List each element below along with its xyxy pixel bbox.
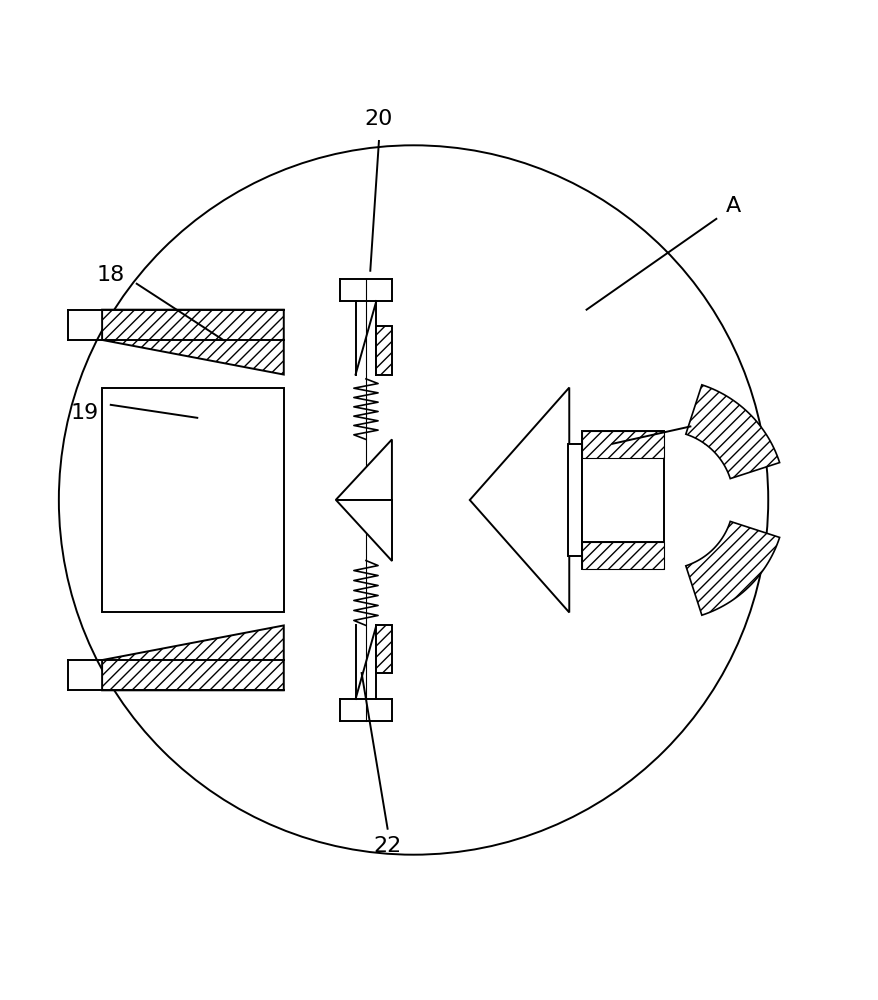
Polygon shape	[335, 439, 392, 500]
Polygon shape	[102, 310, 284, 375]
Text: 20: 20	[364, 109, 392, 129]
Polygon shape	[102, 625, 284, 690]
Text: 19: 19	[70, 403, 99, 423]
Polygon shape	[685, 385, 779, 479]
Bar	[376, 625, 392, 673]
Bar	[581, 431, 664, 458]
Text: 18: 18	[97, 265, 125, 285]
Bar	[581, 542, 664, 569]
Bar	[567, 444, 581, 556]
Polygon shape	[335, 500, 392, 561]
Text: 21: 21	[702, 429, 730, 449]
Text: 22: 22	[373, 836, 401, 856]
Bar	[102, 388, 284, 612]
Bar	[376, 326, 392, 375]
Polygon shape	[685, 521, 779, 615]
Text: A: A	[725, 196, 740, 216]
Bar	[581, 431, 664, 569]
